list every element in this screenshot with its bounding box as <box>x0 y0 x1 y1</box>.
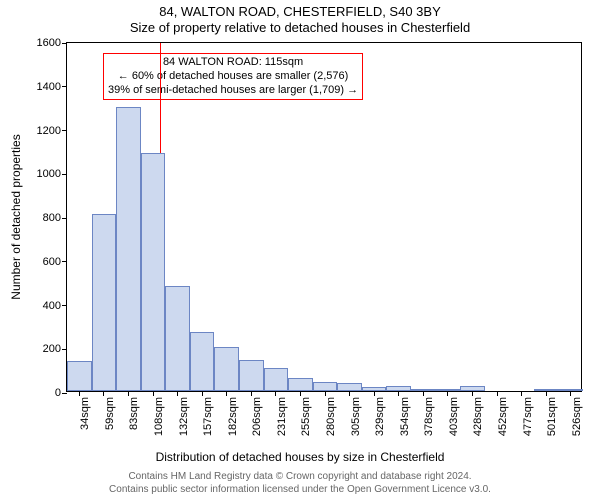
plot-area: 84 WALTON ROAD: 115sqm← 60% of detached … <box>66 42 582 392</box>
x-tick-label: 206sqm <box>251 397 263 436</box>
y-axis-label: Number of detached properties <box>9 134 23 299</box>
x-tick-label: 182sqm <box>227 397 239 436</box>
histogram-bar <box>190 332 215 391</box>
x-tick-label: 280sqm <box>325 397 337 436</box>
x-tick-label: 403sqm <box>448 397 460 436</box>
x-tick-mark <box>349 391 350 396</box>
x-axis-label: Distribution of detached houses by size … <box>156 450 445 464</box>
x-tick-mark <box>226 391 227 396</box>
x-tick-mark <box>521 391 522 396</box>
y-tick-label: 1600 <box>37 37 67 49</box>
x-tick-mark <box>103 391 104 396</box>
x-tick-label: 354sqm <box>399 397 411 436</box>
y-tick-label: 0 <box>55 387 67 399</box>
x-tick-mark <box>202 391 203 396</box>
annotation-line: ← 60% of detached houses are smaller (2,… <box>108 70 358 84</box>
y-tick-label: 1400 <box>37 81 67 93</box>
x-tick-label: 157sqm <box>202 397 214 436</box>
histogram-bar <box>67 361 92 391</box>
x-tick-label: 83sqm <box>128 397 140 430</box>
histogram-bar <box>92 214 117 391</box>
x-tick-mark <box>153 391 154 396</box>
histogram-bar <box>313 382 338 391</box>
x-tick-label: 108sqm <box>153 397 165 436</box>
x-tick-mark <box>497 391 498 396</box>
x-tick-mark <box>546 391 547 396</box>
histogram-bar <box>141 153 166 391</box>
x-tick-label: 452sqm <box>497 397 509 436</box>
x-tick-mark <box>570 391 571 396</box>
title-line-2: Size of property relative to detached ho… <box>0 20 600 36</box>
x-tick-mark <box>128 391 129 396</box>
x-tick-mark <box>472 391 473 396</box>
footer-line: Contains public sector information licen… <box>0 484 600 497</box>
x-tick-label: 255sqm <box>300 397 312 436</box>
x-tick-mark <box>79 391 80 396</box>
histogram-bar <box>239 360 264 391</box>
annotation-box: 84 WALTON ROAD: 115sqm← 60% of detached … <box>103 53 363 100</box>
chart-title: 84, WALTON ROAD, CHESTERFIELD, S40 3BY S… <box>0 0 600 37</box>
histogram-bar <box>264 368 289 391</box>
footer: Contains HM Land Registry data © Crown c… <box>0 471 600 496</box>
x-tick-mark <box>251 391 252 396</box>
chart-container: { "title_line1": "84, WALTON ROAD, CHEST… <box>0 0 600 500</box>
x-tick-label: 477sqm <box>522 397 534 436</box>
footer-line: Contains HM Land Registry data © Crown c… <box>0 471 600 484</box>
y-tick-label: 600 <box>43 256 67 268</box>
x-tick-label: 378sqm <box>423 397 435 436</box>
histogram-bar <box>116 107 141 391</box>
x-tick-mark <box>300 391 301 396</box>
x-tick-label: 132sqm <box>178 397 190 436</box>
title-line-1: 84, WALTON ROAD, CHESTERFIELD, S40 3BY <box>0 4 600 20</box>
y-tick-label: 1200 <box>37 125 67 137</box>
y-tick-label: 400 <box>43 300 67 312</box>
x-tick-mark <box>423 391 424 396</box>
x-tick-label: 59sqm <box>104 397 116 430</box>
histogram-bar <box>288 378 313 391</box>
x-tick-label: 34sqm <box>79 397 91 430</box>
x-tick-mark <box>398 391 399 396</box>
x-tick-label: 428sqm <box>472 397 484 436</box>
x-tick-mark <box>325 391 326 396</box>
x-tick-label: 305sqm <box>350 397 362 436</box>
histogram-bar <box>337 383 362 391</box>
annotation-line: 84 WALTON ROAD: 115sqm <box>108 56 358 70</box>
y-tick-label: 800 <box>43 212 67 224</box>
x-tick-label: 329sqm <box>374 397 386 436</box>
histogram-bar <box>165 286 190 391</box>
x-tick-label: 501sqm <box>546 397 558 436</box>
x-tick-mark <box>275 391 276 396</box>
x-tick-mark <box>374 391 375 396</box>
annotation-line: 39% of semi-detached houses are larger (… <box>108 84 358 98</box>
x-tick-label: 231sqm <box>276 397 288 436</box>
histogram-bar <box>214 347 239 391</box>
x-tick-mark <box>177 391 178 396</box>
x-tick-label: 526sqm <box>571 397 583 436</box>
y-tick-label: 1000 <box>37 168 67 180</box>
y-tick-label: 200 <box>43 343 67 355</box>
x-tick-mark <box>447 391 448 396</box>
